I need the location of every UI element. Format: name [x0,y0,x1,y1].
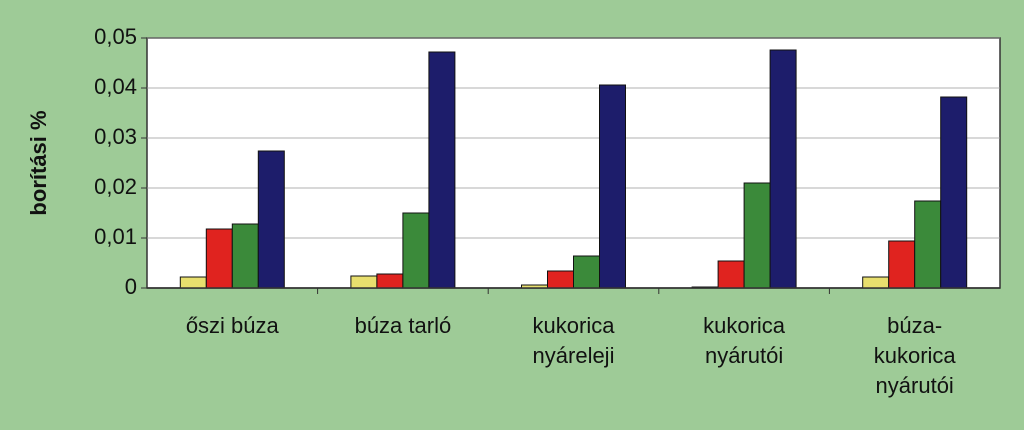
y-tick-label: 0,03 [94,124,137,149]
x-tick-label: őszi búza [186,313,280,338]
bar [914,200,942,289]
bar [599,84,626,289]
x-tick-label-line: nyáreleji [533,343,615,368]
x-tick-label: kukorica nyáreleji [533,313,616,368]
x-tick-label-line: búza- [887,313,942,338]
x-tick-label-line: nyárutói [705,343,783,368]
bar [940,96,968,289]
bar [573,255,600,289]
bar [547,270,574,289]
bar [862,276,890,289]
bar [179,276,207,289]
y-tick-label: 0 [125,274,137,299]
bar [888,240,916,289]
x-tick-label: búza tarló [355,313,452,338]
y-tick-label: 0,05 [94,24,137,49]
x-tick-label: kukorica nyárutói [703,313,786,368]
y-tick-label: 0,02 [94,174,137,199]
x-tick-label-line: nyárutói [876,373,954,398]
bar [402,212,430,289]
plot-area [146,37,1001,289]
x-tick-label-line: búza tarló [355,313,452,338]
x-tick-label-line: kukorica [874,343,957,368]
x-tick-label: búza-kukorica nyárutói [874,313,957,398]
bar [350,275,378,289]
bar [231,223,259,289]
bar [428,51,456,289]
bar [257,150,285,289]
bar [743,182,771,289]
x-tick-label-line: őszi búza [186,313,280,338]
y-tick-label: 0,01 [94,224,137,249]
bar [376,273,404,289]
bar [205,228,233,289]
y-axis-title: borítási % [26,110,51,215]
bar [717,260,745,289]
y-tick-label: 0,04 [94,74,137,99]
x-tick-label-line: kukorica [703,313,786,338]
x-tick-label-line: kukorica [533,313,616,338]
bar [769,49,797,289]
